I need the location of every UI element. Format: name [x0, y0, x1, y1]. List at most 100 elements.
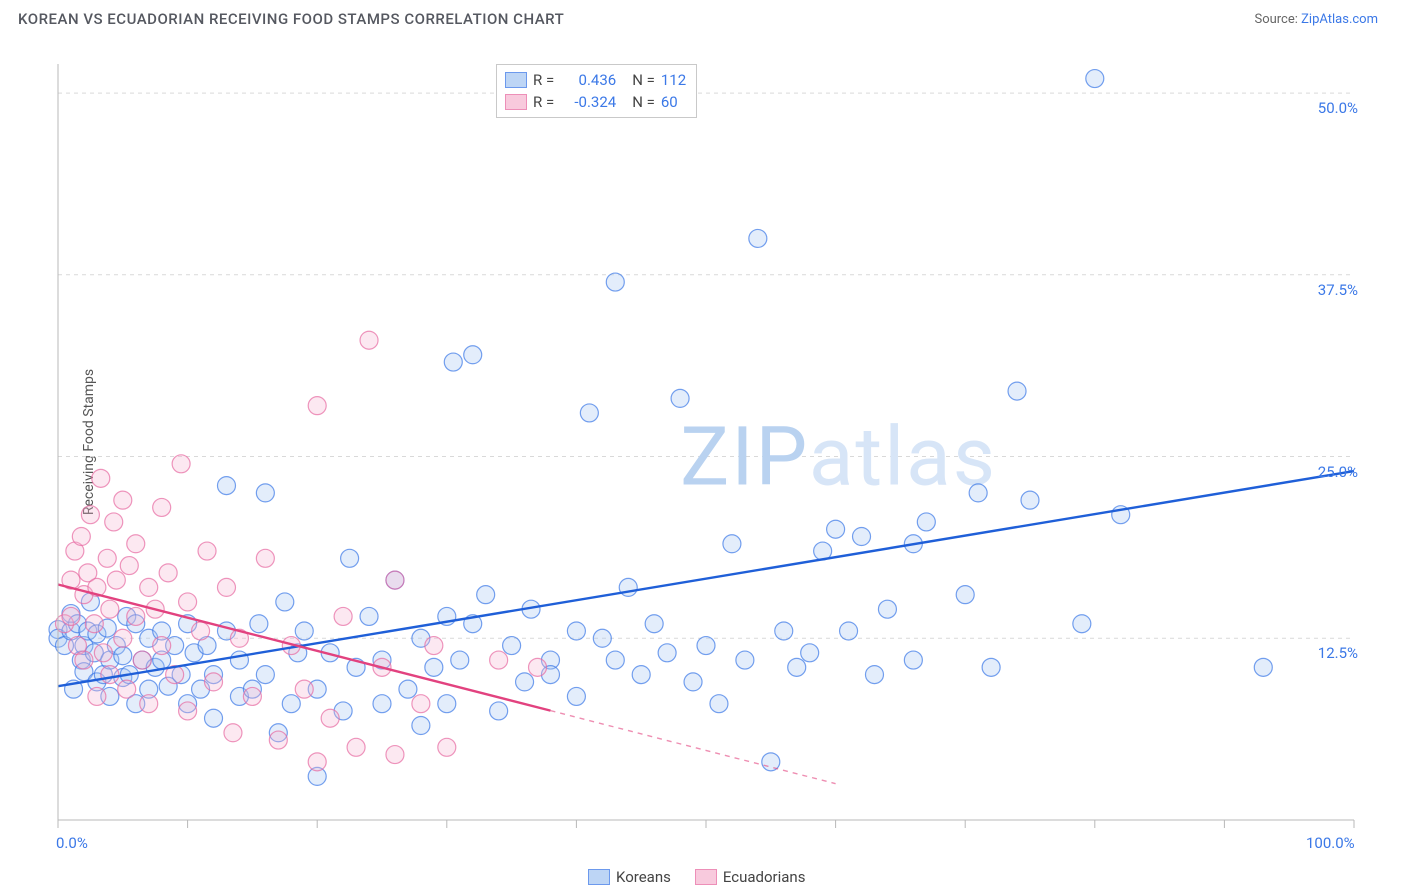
data-point: [503, 637, 521, 655]
data-point: [684, 673, 702, 691]
data-point: [205, 673, 223, 691]
legend-label: Koreans: [616, 868, 671, 886]
r-value: -0.324: [560, 91, 616, 113]
data-point: [308, 753, 326, 771]
data-point: [140, 578, 158, 596]
data-point: [360, 607, 378, 625]
data-point: [853, 528, 871, 546]
data-point: [827, 520, 845, 538]
source-link[interactable]: ZipAtlas.com: [1301, 12, 1378, 27]
data-point: [224, 724, 242, 742]
data-point: [230, 651, 248, 669]
data-point: [243, 687, 261, 705]
data-point: [1254, 658, 1272, 676]
r-value: 0.436: [560, 69, 616, 91]
data-point: [101, 666, 119, 684]
data-point: [140, 695, 158, 713]
data-point: [982, 658, 1000, 676]
chart-container: Receiving Food Stamps ZIPatlas 0.0%100.0…: [48, 46, 1388, 838]
watermark: ZIPatlas: [680, 410, 997, 506]
data-point: [529, 658, 547, 676]
data-point: [464, 346, 482, 364]
data-point: [710, 695, 728, 713]
data-point: [917, 513, 935, 531]
data-point: [775, 622, 793, 640]
data-point: [736, 651, 754, 669]
data-point: [1008, 382, 1026, 400]
data-point: [801, 644, 819, 662]
data-point: [321, 709, 339, 727]
data-point: [256, 549, 274, 567]
data-point: [412, 717, 430, 735]
n-value: 112: [661, 69, 686, 91]
data-point: [118, 680, 136, 698]
data-point: [451, 651, 469, 669]
data-point: [133, 651, 151, 669]
data-point: [645, 615, 663, 633]
data-point: [98, 549, 116, 567]
data-point: [399, 680, 417, 698]
data-point: [92, 469, 110, 487]
data-point: [865, 666, 883, 684]
legend-item: Ecuadorians: [695, 868, 806, 886]
data-point: [127, 607, 145, 625]
data-point: [788, 658, 806, 676]
n-value: 60: [661, 91, 678, 113]
data-point: [269, 731, 287, 749]
data-point: [904, 651, 922, 669]
data-point: [114, 629, 132, 647]
data-point: [105, 513, 123, 531]
data-point: [749, 229, 767, 247]
data-point: [347, 738, 365, 756]
data-point: [256, 666, 274, 684]
chart-header: KOREAN VS ECUADORIAN RECEIVING FOOD STAM…: [0, 0, 1406, 34]
data-point: [477, 586, 495, 604]
data-point: [205, 709, 223, 727]
source-attribution: Source: ZipAtlas.com: [1254, 12, 1378, 27]
data-point: [72, 528, 90, 546]
data-point: [179, 593, 197, 611]
data-point: [85, 615, 103, 633]
data-point: [120, 557, 138, 575]
data-point: [192, 622, 210, 640]
data-point: [153, 637, 171, 655]
data-point: [956, 586, 974, 604]
scatter-plot: ZIPatlas: [48, 46, 1388, 880]
data-point: [75, 651, 93, 669]
x-tick-label: 0.0%: [56, 834, 88, 852]
data-point: [334, 607, 352, 625]
data-point: [341, 549, 359, 567]
data-point: [438, 738, 456, 756]
data-point: [94, 644, 112, 662]
data-point: [1086, 70, 1104, 88]
data-point: [198, 542, 216, 560]
data-point: [1073, 615, 1091, 633]
data-point: [250, 615, 268, 633]
data-point: [62, 607, 80, 625]
data-point: [295, 622, 313, 640]
legend-swatch: [695, 869, 717, 885]
legend-swatch: [588, 869, 610, 885]
y-tick-label: 25.0%: [1306, 463, 1358, 481]
legend-swatch: [505, 72, 527, 88]
data-point: [606, 651, 624, 669]
y-tick-label: 50.0%: [1306, 99, 1358, 117]
data-point: [101, 600, 119, 618]
data-point: [969, 484, 987, 502]
n-label: N =: [632, 91, 655, 113]
data-point: [658, 644, 676, 662]
data-point: [127, 535, 145, 553]
data-point: [490, 651, 508, 669]
data-point: [386, 746, 404, 764]
data-point: [360, 331, 378, 349]
data-point: [159, 564, 177, 582]
data-point: [386, 571, 404, 589]
r-label: R =: [533, 91, 554, 113]
y-tick-label: 12.5%: [1306, 644, 1358, 662]
legend-swatch: [505, 94, 527, 110]
data-point: [282, 695, 300, 713]
series-legend: Koreans Ecuadorians: [588, 868, 805, 886]
chart-title: KOREAN VS ECUADORIAN RECEIVING FOOD STAM…: [18, 10, 564, 28]
data-point: [88, 687, 106, 705]
data-point: [425, 637, 443, 655]
